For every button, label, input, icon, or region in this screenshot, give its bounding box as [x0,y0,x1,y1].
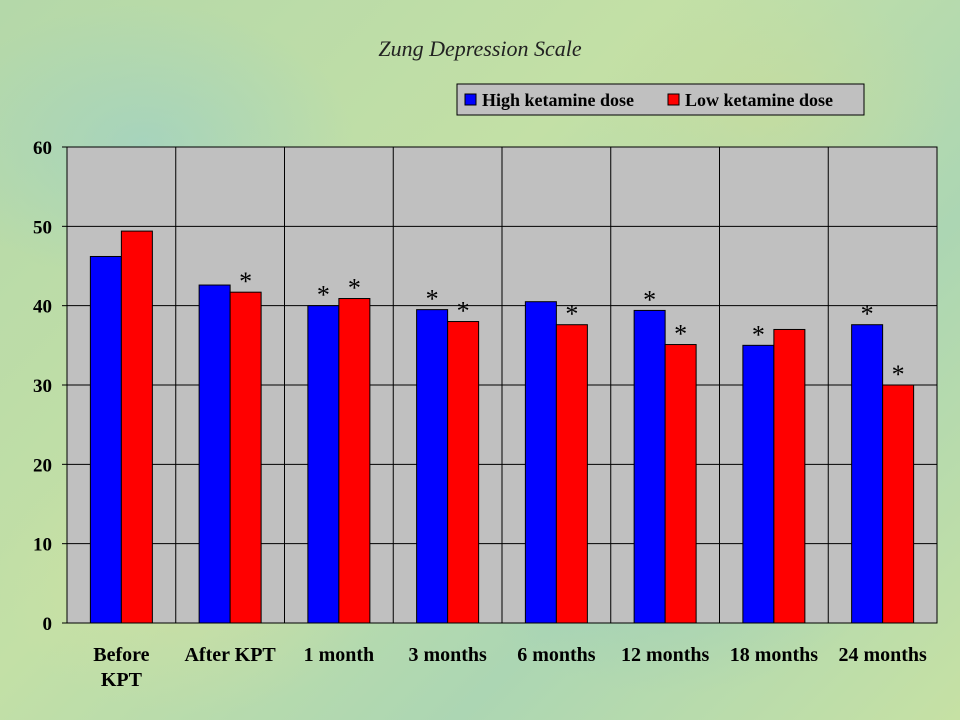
significance-marker: * [565,300,578,329]
legend: High ketamine dose Low ketamine dose [456,83,865,116]
bar-high-dose [524,301,557,624]
x-tick-label: 1 month [304,644,375,666]
significance-markers: * * * * * * * * * * * [239,267,905,389]
y-tick-label: 30 [33,376,52,397]
bar-high-dose [633,309,666,624]
y-axis: 0 10 20 30 40 50 60 [33,138,67,635]
legend-box [456,83,865,116]
y-tick-label: 0 [43,614,53,635]
legend-swatch-high-dose [464,93,477,106]
bar-low-dose [447,321,480,624]
bars [89,230,915,624]
x-tick-label: After KPT [184,644,276,666]
significance-marker: * [643,285,656,314]
x-tick-label: 3 months [408,644,487,666]
bar-low-dose [773,328,806,624]
legend-swatch-low-dose [667,93,680,106]
x-axis: Before KPT After KPT 1 month 3 months 6 month… [93,644,927,691]
significance-marker: * [752,320,765,349]
chart-title: Zung Depression Scale [378,36,582,61]
bar-high-dose [416,309,449,624]
x-tick-label: 18 months [730,644,819,666]
significance-marker: * [239,267,252,296]
significance-marker: * [861,300,874,329]
bar-high-dose [198,284,231,624]
bar-low-dose [882,384,915,624]
legend-label-high-dose: High ketamine dose [482,90,634,110]
bar-low-dose [120,230,153,624]
significance-marker: * [317,281,330,310]
bar-low-dose [229,291,262,624]
x-tick-label: 12 months [621,644,710,666]
y-tick-label: 10 [33,535,52,556]
bar-high-dose [851,324,884,624]
bar-low-dose [338,298,371,624]
significance-marker: * [348,274,361,303]
y-tick-label: 60 [33,138,52,159]
bar-high-dose [89,255,122,624]
x-tick-label: Before KPT [93,644,149,691]
x-tick-label: 6 months [517,644,596,666]
y-tick-label: 50 [33,217,52,238]
significance-marker: * [674,320,687,349]
significance-marker: * [457,297,470,326]
significance-marker: * [426,285,439,314]
bar-low-dose [555,324,588,624]
y-tick-label: 40 [33,297,52,318]
legend-label-low-dose: Low ketamine dose [685,90,833,110]
bar-high-dose [307,305,340,624]
bar-low-dose [664,344,697,624]
significance-marker: * [892,360,905,389]
bar-high-dose [742,344,775,624]
x-tick-label: 24 months [838,644,927,666]
y-tick-label: 20 [33,455,52,476]
